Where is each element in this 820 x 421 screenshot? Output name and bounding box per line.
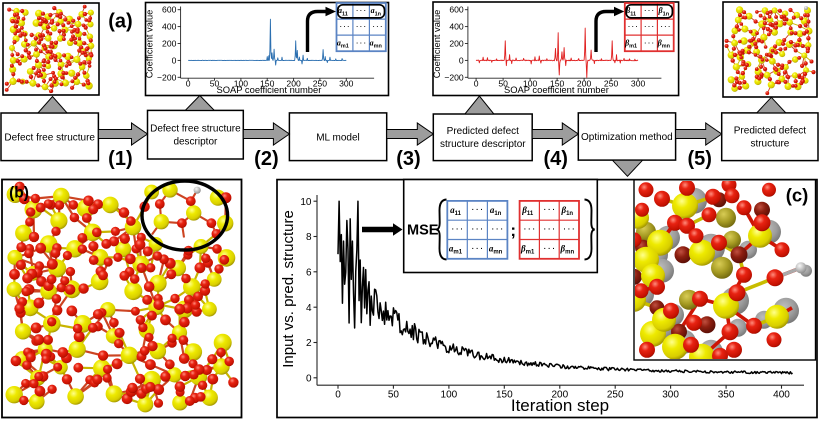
svg-text:400: 400 [773, 389, 790, 400]
svg-text:· · ·: · · · [452, 225, 463, 234]
svg-text:· · ·: · · · [544, 205, 555, 214]
svg-text:· · ·: · · · [373, 24, 383, 31]
svg-text:150: 150 [260, 78, 275, 88]
svg-text:200: 200 [162, 39, 177, 49]
svg-text:0: 0 [335, 389, 341, 400]
svg-text:(4): (4) [543, 148, 567, 170]
svg-text:100: 100 [441, 389, 458, 400]
svg-text:descriptor: descriptor [173, 137, 218, 148]
svg-text:structure descriptor: structure descriptor [440, 139, 526, 150]
svg-text:400: 400 [449, 22, 464, 32]
svg-text:150: 150 [550, 78, 565, 88]
svg-text:· · ·: · · · [472, 205, 483, 214]
svg-text:(a): (a) [108, 11, 132, 33]
svg-text:;: ; [510, 221, 516, 240]
svg-text:ML model: ML model [316, 132, 360, 143]
svg-text:· · ·: · · · [356, 40, 366, 47]
svg-text:Coefficient value: Coefficient value [145, 10, 155, 79]
svg-text:· · ·: · · · [524, 225, 535, 234]
svg-text:· · ·: · · · [356, 24, 366, 31]
svg-text:amn: amn [370, 38, 383, 49]
svg-text:MSE: MSE [407, 223, 439, 239]
svg-text:2: 2 [306, 338, 312, 349]
svg-text:a11: a11 [338, 6, 348, 17]
svg-text:· · ·: · · · [472, 244, 483, 253]
svg-text:300: 300 [339, 78, 354, 88]
svg-text:Input vs. pred. structure: Input vs. pred. structure [280, 210, 297, 368]
svg-text:(2): (2) [254, 148, 278, 170]
svg-text:0: 0 [474, 78, 479, 88]
svg-text:· · ·: · · · [661, 24, 671, 31]
svg-text:−200: −200 [444, 72, 464, 82]
svg-text:Optimization method: Optimization method [581, 132, 673, 143]
svg-text:600: 600 [449, 5, 464, 15]
svg-text:a1n: a1n [371, 6, 382, 17]
svg-text:(c): (c) [786, 185, 809, 206]
svg-text:200: 200 [286, 78, 301, 88]
svg-text:100: 100 [523, 78, 538, 88]
svg-text:am1: am1 [337, 38, 349, 49]
svg-text:0: 0 [172, 55, 177, 65]
svg-text:β11: β11 [625, 6, 636, 17]
svg-text:250: 250 [604, 78, 619, 88]
svg-text:6: 6 [306, 267, 312, 278]
svg-text:10: 10 [300, 197, 312, 208]
svg-text:· · ·: · · · [644, 40, 654, 47]
svg-text:· · ·: · · · [472, 225, 483, 234]
svg-text:50: 50 [498, 78, 508, 88]
svg-text:· · ·: · · · [644, 24, 654, 31]
svg-text:· · ·: · · · [628, 24, 638, 31]
svg-text:βm1: βm1 [624, 38, 637, 49]
svg-text:Predicted defect: Predicted defect [734, 125, 806, 136]
svg-text:600: 600 [162, 5, 177, 15]
svg-text:250: 250 [607, 389, 624, 400]
svg-text:300: 300 [631, 78, 646, 88]
svg-text:Predicted defect: Predicted defect [447, 126, 519, 137]
svg-text:SOAP coefficient number: SOAP coefficient number [216, 84, 321, 95]
svg-text:· · ·: · · · [340, 24, 350, 31]
svg-text:400: 400 [162, 22, 177, 32]
svg-text:−200: −200 [157, 72, 177, 82]
svg-text:a11: a11 [450, 205, 462, 217]
svg-text:0: 0 [306, 373, 312, 384]
svg-text:· · ·: · · · [644, 8, 654, 15]
svg-text:200: 200 [551, 389, 568, 400]
svg-text:a1n: a1n [490, 205, 502, 217]
svg-text:350: 350 [718, 389, 735, 400]
svg-text:0: 0 [186, 78, 191, 88]
svg-text:150: 150 [496, 389, 513, 400]
svg-text:(1): (1) [108, 148, 132, 170]
svg-text:8: 8 [306, 232, 312, 243]
svg-text:· · ·: · · · [492, 225, 503, 234]
svg-text:· · ·: · · · [356, 8, 366, 15]
svg-text:50: 50 [210, 78, 220, 88]
svg-text:βmn: βmn [657, 38, 671, 49]
svg-text:250: 250 [313, 78, 328, 88]
svg-text:· · ·: · · · [544, 225, 555, 234]
svg-text:100: 100 [234, 78, 249, 88]
svg-text:200: 200 [577, 78, 592, 88]
svg-text:200: 200 [449, 39, 464, 49]
svg-text:Iteration step: Iteration step [511, 396, 609, 415]
svg-text:β1n: β1n [658, 6, 670, 17]
svg-text:(3): (3) [396, 148, 420, 170]
svg-text:· · ·: · · · [544, 244, 555, 253]
svg-text:(b): (b) [9, 185, 29, 202]
svg-text:Defect free structure: Defect free structure [4, 132, 95, 143]
svg-text:(5): (5) [687, 148, 711, 170]
svg-text:structure: structure [750, 139, 789, 150]
svg-text:4: 4 [306, 303, 312, 314]
svg-text:0: 0 [459, 55, 464, 65]
svg-text:· · ·: · · · [564, 225, 575, 234]
svg-text:Coefficient value: Coefficient value [432, 10, 442, 79]
svg-text:300: 300 [662, 389, 679, 400]
svg-text:50: 50 [388, 389, 400, 400]
svg-text:Defect free structure: Defect free structure [150, 123, 241, 134]
svg-text:SOAP coefficient number: SOAP coefficient number [504, 84, 609, 95]
